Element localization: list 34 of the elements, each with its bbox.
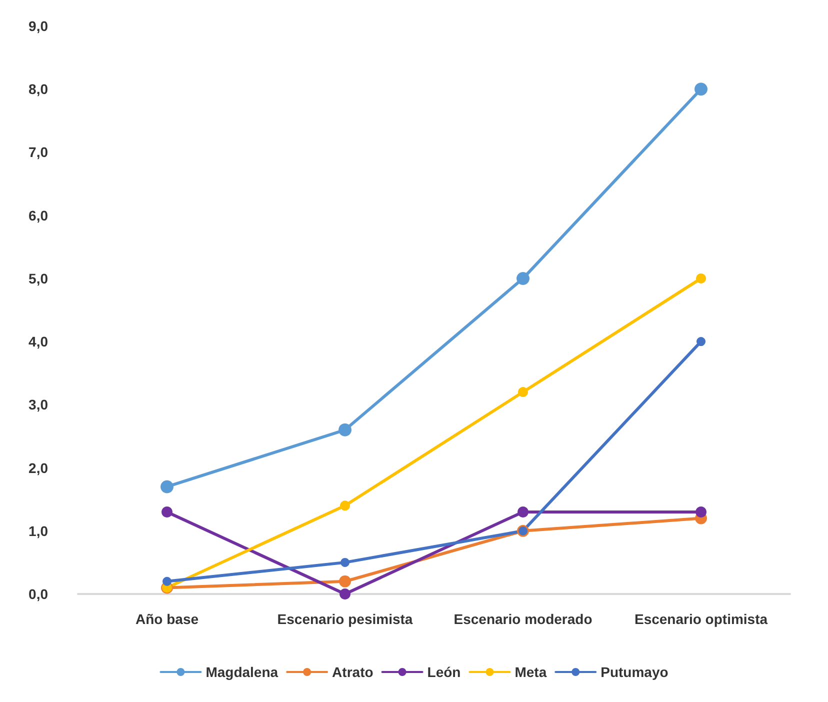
point xyxy=(518,387,528,398)
point xyxy=(696,273,706,284)
point xyxy=(518,506,528,518)
point xyxy=(340,558,350,567)
point xyxy=(340,588,350,600)
y-tick-label: 3,0 xyxy=(28,396,48,413)
legend-label: Meta xyxy=(514,664,547,680)
x-tick-label: Escenario optimista xyxy=(634,611,768,627)
legend-label: León xyxy=(427,664,461,680)
y-tick-label: 4,0 xyxy=(28,334,48,350)
y-tick-label: 6,0 xyxy=(28,207,48,224)
point xyxy=(696,506,706,518)
point xyxy=(694,82,708,96)
legend-label: Magdalena xyxy=(206,664,278,680)
point xyxy=(516,272,530,285)
point xyxy=(160,480,174,494)
y-tick-label: 0,0 xyxy=(28,586,48,602)
point xyxy=(162,506,172,518)
point xyxy=(340,500,350,511)
y-tick-label: 8,0 xyxy=(28,81,48,98)
y-tick-label: 7,0 xyxy=(28,144,48,160)
point xyxy=(338,423,352,436)
x-tick-label: Escenario pesimista xyxy=(277,611,413,627)
y-tick-label: 2,0 xyxy=(28,460,48,476)
point xyxy=(696,337,706,346)
legend-label: Atrato xyxy=(332,664,374,680)
point xyxy=(339,575,351,588)
y-tick-label: 9,0 xyxy=(28,18,48,34)
x-tick-label: Escenario moderado xyxy=(454,611,592,627)
y-tick-label: 1,0 xyxy=(28,522,48,539)
legend-label: Putumayo xyxy=(600,664,668,680)
y-tick-label: 5,0 xyxy=(28,270,48,286)
x-tick-label: Año base xyxy=(135,611,199,627)
point xyxy=(162,576,172,586)
